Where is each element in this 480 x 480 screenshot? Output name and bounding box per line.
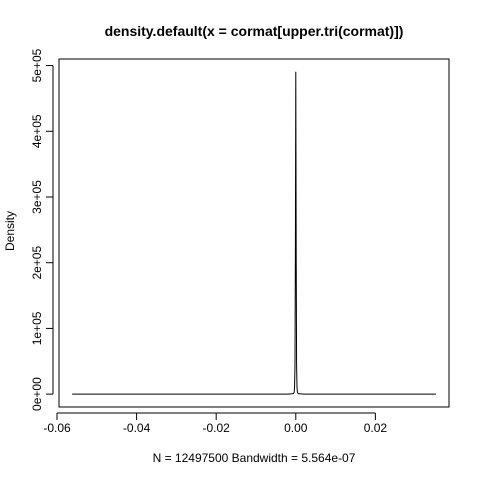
y-tick-label: 3e+05 (30, 180, 44, 214)
x-tick-label: -0.06 (43, 421, 71, 435)
chart-title: density.default(x = cormat[upper.tri(cor… (105, 23, 404, 39)
x-tick-label: -0.04 (123, 421, 151, 435)
y-axis: 0e+00 1e+05 2e+05 3e+05 4e+05 5e+05 (30, 48, 54, 411)
y-axis-label: Density (3, 211, 17, 251)
x-axis: -0.06 -0.04 -0.02 0.00 0.02 (43, 412, 388, 435)
y-tick-label: 2e+05 (30, 246, 44, 280)
y-tick-label: 5e+05 (30, 48, 44, 82)
x-axis-label: N = 12497500 Bandwidth = 5.564e-07 (153, 451, 356, 465)
density-curve (72, 71, 436, 395)
y-tick-label: 0e+00 (30, 377, 44, 411)
plot-frame (58, 58, 450, 408)
x-tick-label: -0.02 (203, 421, 231, 435)
y-tick-label: 1e+05 (30, 311, 44, 345)
y-tick-label: 4e+05 (30, 114, 44, 148)
x-tick-label: 0.00 (284, 421, 308, 435)
x-tick-label: 0.02 (364, 421, 388, 435)
series-layer (72, 71, 436, 395)
